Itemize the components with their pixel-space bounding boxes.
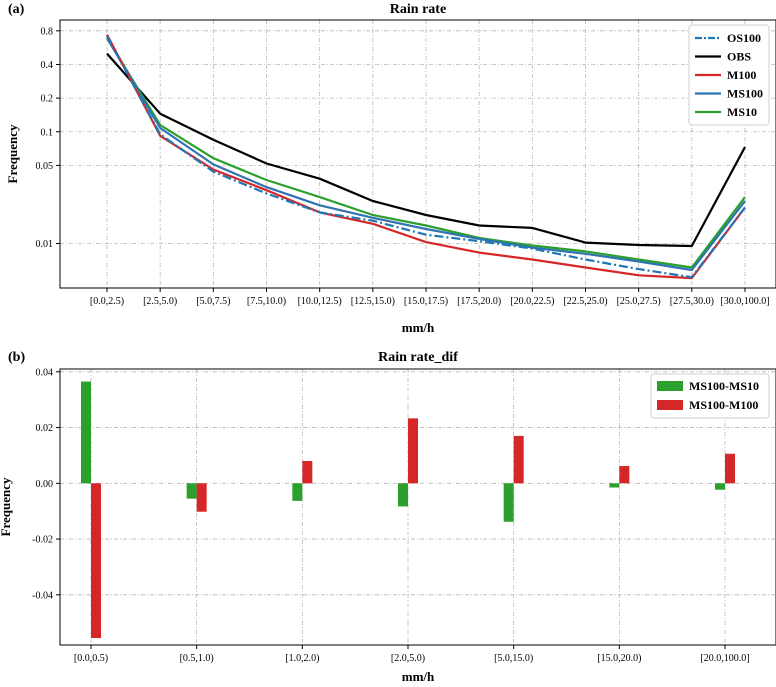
panel-b-legend-swatch (657, 400, 683, 410)
panel-a-ytick-label: 0.1 (41, 127, 54, 138)
panel-a-series-ms100 (106, 37, 746, 272)
panel-b-bar-ms100-ms10 (609, 483, 620, 488)
panel-b-label: (b) (8, 350, 25, 365)
panel-a-frame (59, 19, 776, 289)
panel-a-series-ms10 (106, 37, 746, 269)
panel-a-series-os100 (106, 35, 746, 279)
panel-a-xtick-label: [15.0,17.5) (404, 296, 448, 307)
panel-b-ylabel: Frequency (0, 477, 13, 536)
panel-a-legend-label: M100 (727, 68, 756, 82)
panel-b-xtick-label: [0.5,1.0) (180, 653, 214, 664)
panel-b-bar-ms100-ms10 (292, 483, 303, 501)
panel-a-ytick-label: 0.01 (36, 239, 54, 250)
panel-b-bar-ms100-m100 (196, 483, 207, 512)
panel-a-xtick-label: [17.5,20.0) (457, 296, 501, 307)
panel-a-xtick-label: [0.0,2.5) (90, 296, 124, 307)
panel-b-bar-ms100-ms10 (398, 483, 408, 507)
panel-b-ytick-label: -0.04 (32, 590, 53, 601)
panel-a-xtick-label: [5.0,7.5) (196, 296, 230, 307)
panel-a: (a) Rain rate 0.01 0.05 0.1 0.2 0.4 0.8 [0.0,… (5, 2, 776, 335)
panel-a-series (106, 34, 746, 280)
panel-b-xtick-label: [15.0,20.0) (597, 653, 641, 664)
panel-a-xtick-label: [27.5,30.0) (670, 296, 714, 307)
panel-a-ylabel: Frequency (5, 124, 20, 183)
panel-a-series-m100 (106, 34, 746, 280)
panel-a-xtick-label: [7.5,10.0) (247, 296, 286, 307)
panel-a-xlabel: mm/h (402, 320, 435, 335)
panel-a-ytick-label: 0.8 (41, 26, 54, 37)
panel-b-bars (81, 381, 735, 639)
panel-a-legend-label: OBS (727, 50, 751, 64)
panel-b-bar-ms100-m100 (302, 461, 313, 484)
panel-a-ytick-label: 0.05 (36, 161, 54, 172)
panel-b-y-ticks: -0.04 -0.02 0.00 0.02 0.04 (32, 367, 60, 601)
panel-a-xtick-label: [2.5,5.0) (143, 296, 177, 307)
panel-a-xtick-label: [20.0,22.5) (510, 296, 554, 307)
panel-b-legend-label: MS100-MS10 (689, 379, 759, 393)
panel-b-xtick-label: [2.0,5.0) (391, 653, 425, 664)
panel-a-legend-box (688, 24, 770, 126)
panel-a-ytick-label: 0.4 (41, 60, 54, 71)
panel-a-xtick-label: [25.0,27.5) (617, 296, 661, 307)
panel-a-label: (a) (8, 2, 25, 17)
panel-b-xtick-label: [5.0,15.0) (494, 653, 533, 664)
panel-a-ytick-label: 0.2 (41, 94, 54, 105)
panel-a-xtick-label: [30.0,100.0] (720, 296, 769, 307)
panel-b-xtick-label: [1.0,2.0) (285, 653, 319, 664)
panel-a-grid (60, 20, 776, 288)
panel-b-frame (59, 368, 776, 646)
panel-a-legend: OS100 OBS M100 MS100 MS10 (688, 24, 770, 126)
panel-b-bar-ms100-ms10 (715, 483, 725, 490)
panel-a-title: Rain rate (390, 2, 446, 17)
panel-b-ytick-label: -0.02 (32, 535, 53, 546)
panel-b-legend-label: MS100-M100 (689, 398, 758, 412)
panel-b-xtick-label: [0.0,0.5) (74, 653, 108, 664)
panel-a-y-ticks: 0.01 0.05 0.1 0.2 0.4 0.8 (36, 26, 60, 250)
panel-b-bar-ms100-m100 (408, 418, 418, 484)
panel-b-bar-ms100-m100 (91, 483, 101, 639)
panel-b-bar-ms100-m100 (725, 453, 735, 484)
panel-b-title: Rain rate_dif (378, 350, 458, 365)
panel-a-xtick-label: [22.5,25.0) (563, 296, 607, 307)
panel-b-ytick-label: 0.00 (36, 479, 54, 490)
panel-a-xtick-label: [12.5,15.0) (351, 296, 395, 307)
panel-b: (b) Rain rate_dif -0.04 -0.02 0.00 0.02 0.04… (0, 350, 776, 684)
panel-b-bar-ms100-m100 (619, 466, 630, 484)
panel-b-legend-swatch (657, 381, 683, 391)
panel-b-ytick-label: 0.02 (36, 423, 54, 434)
panel-b-bar-ms100-ms10 (81, 381, 91, 484)
panel-b-bar-ms100-ms10 (503, 483, 514, 522)
panel-b-legend: MS100-MS10 MS100-M100 (650, 373, 770, 419)
panel-a-legend-label: MS10 (727, 105, 757, 119)
panel-b-xtick-label: [20.0,100.0] (700, 653, 749, 664)
panel-a-xtick-label: [10.0,12.5) (298, 296, 342, 307)
panel-b-bar-ms100-ms10 (186, 483, 197, 499)
panel-a-legend-label: OS100 (727, 31, 761, 45)
panel-a-legend-label: MS100 (727, 87, 763, 101)
panel-a-series-obs (106, 52, 746, 248)
panel-b-bar-ms100-m100 (513, 435, 524, 484)
panel-b-xlabel: mm/h (402, 669, 435, 684)
panel-b-ytick-label: 0.04 (36, 367, 54, 378)
panel-a-x-ticks: [0.0,2.5) [2.5,5.0) [5.0,7.5) [7.5,10.0) [10… (90, 288, 770, 307)
panel-b-x-ticks: [0.0,0.5) [0.5,1.0) [1.0,2.0) [2.0,5.0) [5.0… (74, 645, 750, 664)
